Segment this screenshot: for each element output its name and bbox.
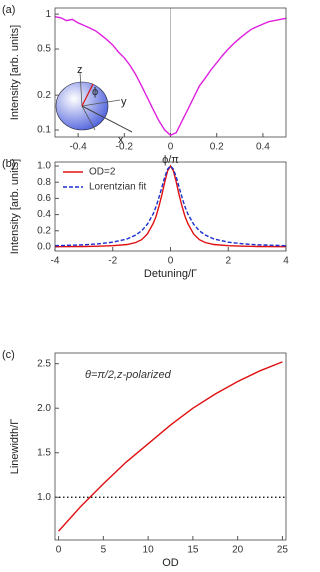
x-tick-label: -0.4 — [69, 142, 87, 153]
x-tick-label: 10 — [143, 545, 155, 556]
x-tick-label: 5 — [101, 545, 107, 556]
data-line — [54, 164, 287, 247]
x-tick-label: 15 — [187, 545, 199, 556]
y-tick-label: 1.0 — [37, 492, 51, 503]
x-tick-label: 20 — [232, 545, 244, 556]
y-tick-label: 0.0 — [37, 242, 51, 253]
x-tick-label: 0 — [168, 142, 174, 153]
data-line — [54, 16, 287, 137]
y-tick-label: 1 — [45, 9, 51, 20]
y-axis-label: Linewidth/Γ — [9, 419, 21, 475]
x-tick-label: -2 — [108, 256, 117, 267]
panel-label: (a) — [2, 4, 15, 16]
plot-frame — [54, 161, 287, 252]
inset-label: x — [118, 134, 124, 146]
data-line — [54, 164, 287, 248]
y-axis-label: Intensity [arb. units] — [9, 25, 21, 120]
legend-label: OD=2 — [89, 167, 116, 178]
y-tick-label: 0.4 — [37, 209, 51, 220]
y-tick-label: 1.0 — [37, 161, 51, 172]
y-tick-label: 0.8 — [37, 177, 51, 188]
x-tick-label: -0.2 — [116, 142, 134, 153]
x-tick-label: 0.4 — [256, 142, 270, 153]
plot-frame — [54, 352, 287, 541]
y-tick-label: 0.5 — [37, 44, 51, 55]
x-tick-label: -4 — [51, 256, 60, 267]
x-axis-label: ϕ/π — [162, 154, 179, 166]
figure: z y x ϕ -0.4 -0.2 0 0.2 0.4 1 0.5 0.2 0.1 ϕ/π Inte… — [2, 4, 289, 569]
inset-sphere — [55, 71, 133, 133]
y-tick-label: 0.6 — [37, 193, 51, 204]
y-tick-label: 2.5 — [37, 358, 51, 369]
x-tick-label: 0 — [56, 545, 62, 556]
inset-label: y — [121, 96, 127, 108]
x-tick-label: 0 — [168, 256, 174, 267]
legend-label: Lorentzian fit — [89, 182, 146, 193]
y-tick-label: 0.2 — [37, 225, 51, 236]
x-tick-label: 25 — [277, 545, 289, 556]
panel-label: (b) — [2, 158, 15, 170]
plot-frame — [54, 7, 287, 138]
y-tick-label: 2.0 — [37, 403, 51, 414]
y-tick-label: 1.5 — [37, 447, 51, 458]
inset-label: ϕ — [92, 86, 98, 98]
panel-label: (c) — [2, 349, 15, 361]
x-axis-label: OD — [162, 557, 179, 567]
inset-label: z — [77, 64, 83, 76]
x-axis-label: Detuning/Γ — [144, 268, 197, 280]
y-axis-label: Intensity [arb. units] — [9, 159, 21, 254]
x-tick-label: 2 — [225, 256, 231, 267]
annotation: θ=π/2,z-polarized — [85, 369, 172, 381]
y-tick-label: 0.1 — [37, 125, 51, 136]
data-line — [58, 361, 283, 532]
y-tick-label: 0.2 — [37, 90, 51, 101]
x-tick-label: 0.2 — [210, 142, 224, 153]
x-tick-label: 4 — [283, 256, 289, 267]
